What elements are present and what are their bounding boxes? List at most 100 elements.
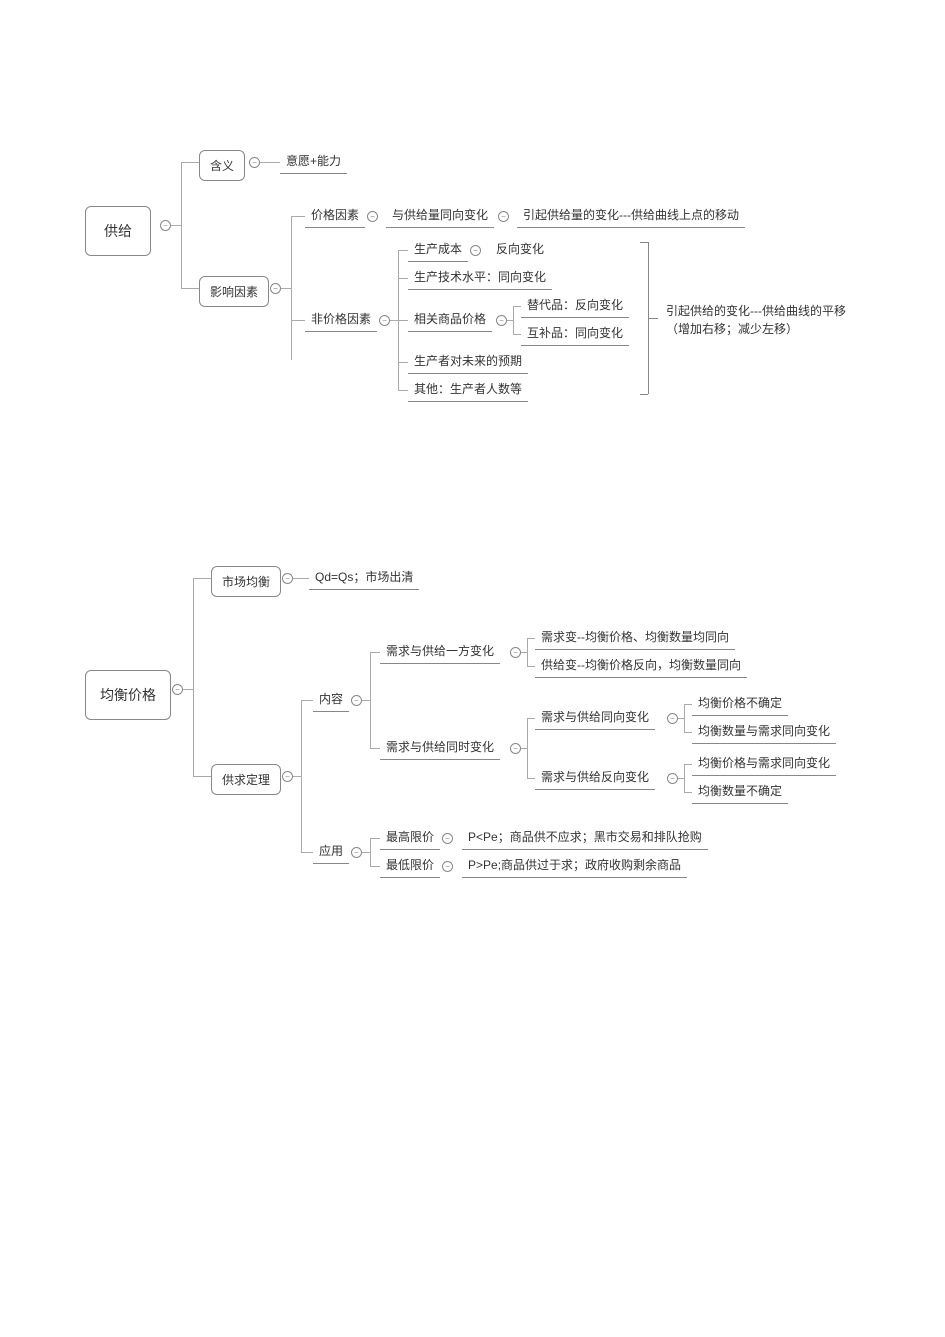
conn [398,362,408,363]
label: 需求与供给一方变化 [386,644,494,658]
leaf-demand-change: 需求变--均衡价格、均衡数量均同向 [535,624,735,650]
label: 意愿+能力 [286,154,341,168]
conn [370,866,380,867]
leaf-price-curve: 引起供给量的变化---供给曲线上点的移动 [517,202,745,228]
toggle-icon[interactable]: − [282,573,293,584]
leaf-floor-note: P>Pe;商品供过于求；政府收购剩余商品 [462,852,687,878]
leaf-comp: 互补品：同向变化 [521,320,629,346]
toggle-icon[interactable]: − [442,833,453,844]
label: 影响因素 [210,285,258,299]
toggle-icon[interactable]: − [367,211,378,222]
conn [171,225,181,226]
conn [684,764,692,765]
leaf-content: 内容 [313,686,349,712]
toggle-icon[interactable]: − [442,861,453,872]
annotation-nonprice: 引起供给的变化---供给曲线的平移（增加右移；减少左移） [666,302,856,338]
toggle-icon[interactable]: − [282,771,293,782]
conn [527,638,528,666]
leaf-same-q: 均衡数量与需求同向变化 [692,718,836,744]
conn [260,162,280,163]
leaf-related: 相关商品价格 [408,306,492,332]
leaf-sub: 替代品：反向变化 [521,292,629,318]
leaf-expect: 生产者对未来的预期 [408,348,528,374]
label: 互补品：同向变化 [527,326,623,340]
bracket [640,394,648,395]
leaf-one-side: 需求与供给一方变化 [380,638,500,664]
conn [301,700,302,852]
label: 需求与供给同向变化 [541,710,649,724]
conn [181,162,182,288]
label: 均衡价格与需求同向变化 [698,756,830,770]
label: 含义 [210,159,234,173]
label: P<Pe；商品供不应求；黑市交易和排队抢购 [468,830,702,844]
conn [527,638,535,639]
conn [281,288,291,289]
conn [684,732,692,733]
conn [398,250,408,251]
node-theorem: 供求定理 [211,764,281,795]
label: 均衡价格不确定 [698,696,782,710]
leaf-same-p: 均衡价格不确定 [692,690,788,716]
label: 生产技术水平：同向变化 [414,270,546,284]
toggle-icon[interactable]: − [470,245,481,256]
root-label: 供给 [104,223,132,239]
label: Qd=Qs；市场出清 [315,570,413,584]
mindmap-equilibrium: 均衡价格 − 市场均衡 − Qd=Qs；市场出清 供求定理 − 内容 − 需求与… [0,540,945,940]
leaf-both: 需求与供给同时变化 [380,734,500,760]
leaf-app: 应用 [313,838,349,864]
conn [183,689,193,690]
leaf-tech: 生产技术水平：同向变化 [408,264,552,290]
leaf-ceiling-note: P<Pe；商品供不应求；黑市交易和排队抢购 [462,824,708,850]
conn [513,306,514,334]
label: 需求与供给同时变化 [386,740,494,754]
conn [684,792,692,793]
conn [684,704,685,732]
label: 需求与供给反向变化 [541,770,649,784]
label: 与供给量同向变化 [392,208,488,222]
conn [193,578,211,579]
leaf-same-dir: 需求与供给同向变化 [535,704,655,730]
leaf-opp-p: 均衡价格与需求同向变化 [692,750,836,776]
label: 供给变--均衡价格反向，均衡数量同向 [541,658,741,672]
label: 相关商品价格 [414,312,486,326]
conn [390,320,398,321]
toggle-icon[interactable]: − [667,713,678,724]
conn [370,838,371,866]
leaf-ceiling: 最高限价 [380,824,440,850]
conn [301,852,313,853]
label: 生产者对未来的预期 [414,354,522,368]
mindmap-supply: 供给 − 含义 − 意愿+能力 影响因素 − 价格因素 − 与供给量同向变化 −… [0,120,945,540]
conn [362,852,370,853]
toggle-icon[interactable]: − [498,211,509,222]
toggle-icon[interactable]: − [172,684,183,695]
label: 引起供给量的变化---供给曲线上点的移动 [523,208,739,222]
conn [527,666,535,667]
toggle-icon[interactable]: − [351,695,362,706]
label: P>Pe;商品供过于求；政府收购剩余商品 [468,858,681,872]
label: 最高限价 [386,830,434,844]
leaf-floor: 最低限价 [380,852,440,878]
label: 价格因素 [311,208,359,222]
conn [181,162,199,163]
toggle-icon[interactable]: − [510,743,521,754]
toggle-icon[interactable]: − [160,220,171,231]
conn [398,320,408,321]
leaf-cost-note: 反向变化 [490,236,550,261]
label: 反向变化 [496,242,544,256]
toggle-icon[interactable]: − [667,773,678,784]
leaf-nonprice: 非价格因素 [305,306,377,332]
conn [291,320,305,321]
toggle-icon[interactable]: − [510,647,521,658]
leaf-qd-qs: Qd=Qs；市场出清 [309,564,419,590]
bracket [648,318,658,319]
toggle-icon[interactable]: − [270,283,281,294]
toggle-icon[interactable]: − [249,157,260,168]
label: 其他：生产者人数等 [414,382,522,396]
conn [513,334,521,335]
toggle-icon[interactable]: − [351,847,362,858]
toggle-icon[interactable]: − [379,315,390,326]
label: 均衡数量不确定 [698,784,782,798]
conn [370,748,380,749]
toggle-icon[interactable]: − [496,315,507,326]
conn [527,718,528,778]
